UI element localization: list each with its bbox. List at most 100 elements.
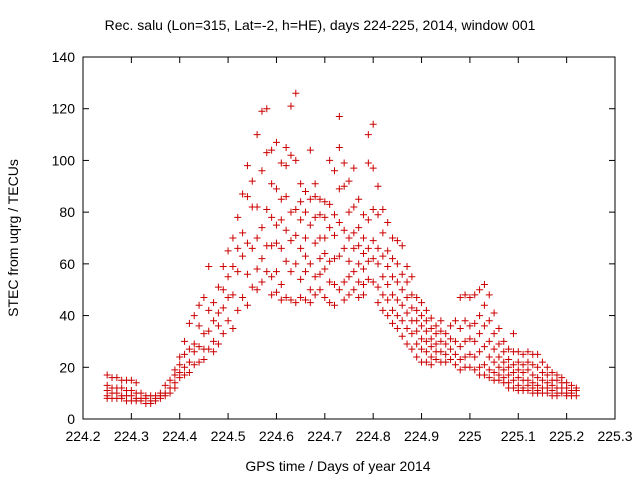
data-point [326, 278, 334, 286]
data-point [326, 156, 334, 164]
x-axis-label: GPS time / Days of year 2014 [245, 458, 430, 474]
data-point [476, 348, 484, 356]
data-point [253, 234, 261, 242]
data-point [543, 363, 551, 371]
data-point [384, 296, 392, 304]
data-point [205, 327, 213, 335]
data-point [534, 374, 542, 382]
data-point [210, 348, 218, 356]
data-point [330, 167, 338, 175]
data-point [398, 242, 406, 250]
data-point [447, 335, 455, 343]
data-point [509, 330, 517, 338]
data-point [345, 257, 353, 265]
data-point [374, 283, 382, 291]
data-point [456, 293, 464, 301]
data-point [393, 325, 401, 332]
data-point [360, 291, 368, 299]
data-point [340, 244, 348, 252]
data-point [384, 281, 392, 289]
data-point [258, 167, 266, 175]
data-point [234, 306, 242, 314]
data-point [422, 327, 430, 335]
data-point [485, 337, 493, 345]
data-point [253, 203, 261, 211]
data-point [321, 250, 329, 258]
data-point [447, 345, 455, 353]
data-point [166, 376, 174, 384]
data-point [360, 281, 368, 289]
data-point [311, 239, 319, 247]
data-point [248, 177, 256, 185]
data-point [224, 317, 232, 325]
data-point [543, 371, 551, 379]
data-point [408, 330, 416, 338]
data-point [214, 340, 222, 348]
data-point [413, 317, 421, 325]
data-point [345, 234, 353, 242]
data-point [229, 325, 237, 332]
data-point [403, 340, 411, 348]
data-point [495, 340, 503, 348]
data-point [437, 317, 445, 325]
data-point [335, 218, 343, 226]
data-point [553, 376, 561, 384]
data-point [480, 361, 488, 369]
data-point [350, 244, 358, 252]
data-point [471, 319, 479, 327]
data-point [263, 268, 271, 276]
data-point [200, 330, 208, 338]
data-point [234, 213, 242, 221]
data-point [389, 319, 397, 327]
data-point [229, 234, 237, 242]
data-point [335, 252, 343, 260]
data-point [393, 296, 401, 304]
data-point [282, 293, 290, 301]
data-point [210, 337, 218, 345]
data-point [113, 374, 121, 382]
data-point [306, 299, 314, 307]
data-point [200, 356, 208, 364]
data-point [210, 317, 218, 325]
data-point [311, 291, 319, 299]
plot-area-frame [82, 56, 616, 420]
data-point [224, 293, 232, 301]
data-point [514, 374, 522, 382]
data-point [335, 112, 343, 120]
data-point [398, 317, 406, 325]
data-point [156, 394, 164, 402]
data-point [263, 105, 271, 113]
data-point [360, 265, 368, 273]
data-point [490, 345, 498, 353]
data-point [369, 206, 377, 214]
data-point [282, 257, 290, 265]
data-point [495, 376, 503, 384]
data-point [403, 293, 411, 301]
data-point [214, 322, 222, 330]
data-point [519, 368, 527, 376]
data-point [524, 358, 532, 366]
data-point [355, 293, 363, 301]
data-point [514, 348, 522, 356]
data-point [190, 340, 198, 348]
data-point [297, 244, 305, 252]
data-point [277, 216, 285, 224]
data-point [326, 224, 334, 232]
data-point [127, 376, 135, 384]
data-point [229, 262, 237, 270]
data-point [268, 273, 276, 281]
data-point [330, 211, 338, 219]
x-tick-label: 225.2 [549, 428, 584, 444]
data-point [350, 164, 358, 172]
data-point [389, 234, 397, 242]
data-point [306, 195, 314, 203]
data-point [277, 296, 285, 304]
data-point [287, 237, 295, 245]
data-point [389, 291, 397, 299]
data-point [422, 348, 430, 356]
data-point [495, 353, 503, 361]
data-point [243, 239, 251, 247]
data-point [485, 366, 493, 374]
data-point [350, 229, 358, 237]
data-point [200, 293, 208, 301]
